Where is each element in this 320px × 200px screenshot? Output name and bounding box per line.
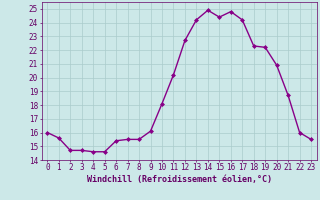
X-axis label: Windchill (Refroidissement éolien,°C): Windchill (Refroidissement éolien,°C)	[87, 175, 272, 184]
